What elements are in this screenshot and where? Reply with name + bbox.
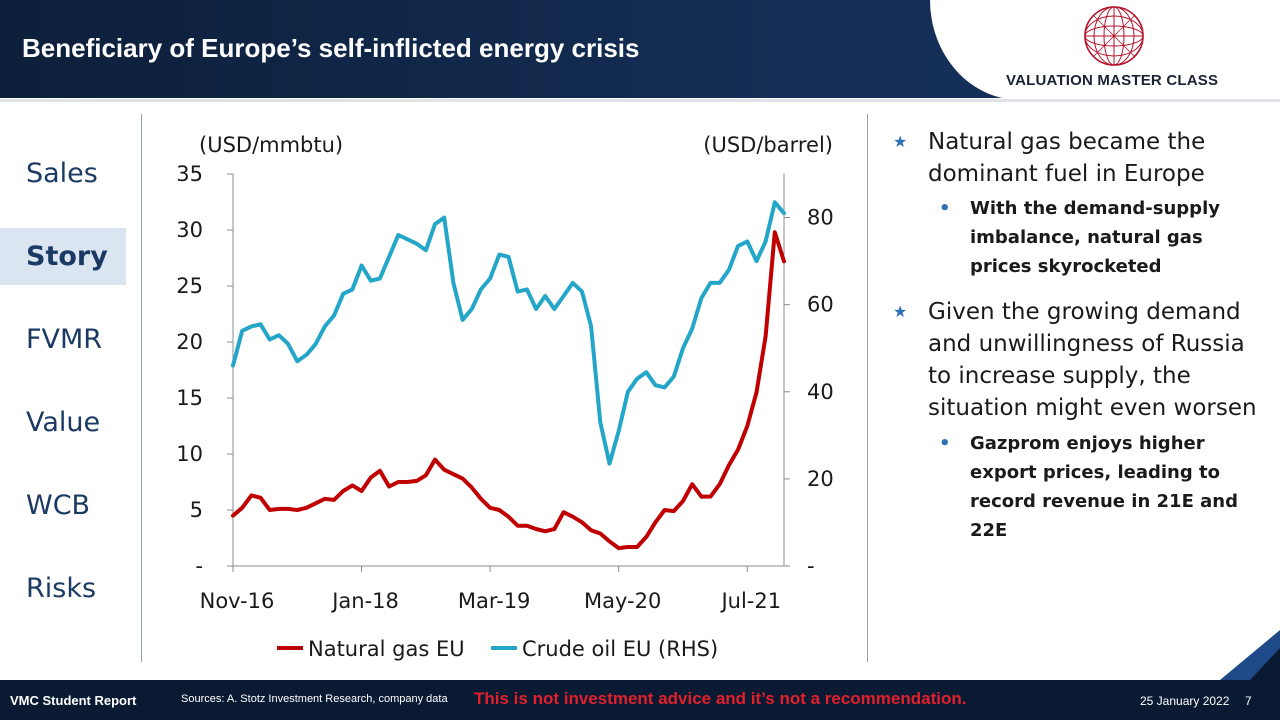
series-line-crude-oil [231,200,786,466]
bullet-1: ★ Natural gas became the dominant fuel i… [893,126,1263,190]
footer-sources: Sources: A. Stotz Investment Research, c… [181,693,448,705]
nav-item-fvmr[interactable]: FVMR [26,324,103,355]
left-tick-label: 35 [176,162,203,186]
x-tick-label: Nov-16 [200,589,275,613]
nav-item-wcb[interactable]: WCB [26,490,91,521]
bullet-dot-icon: • [939,433,951,454]
page-title: Beneficiary of Europe’s self-inflicted e… [22,33,640,63]
left-tick-label: 5 [190,498,203,522]
right-tick-label: - [807,554,815,578]
left-tick-label: 10 [176,442,203,466]
left-tick-label: 25 [176,274,203,298]
nav-item-sales[interactable]: Sales [26,158,98,189]
right-tick-label: 20 [807,467,834,491]
left-tick-label: 20 [176,330,203,354]
globe-icon [1084,6,1144,66]
footer-corner-decoration [1220,630,1280,680]
header-divider [0,99,1280,102]
nav-item-risks[interactable]: Risks [26,573,97,604]
right-tick-label: 80 [807,206,834,230]
left-tick-label: - [195,554,203,578]
chart-axes: - 5 10 15 20 25 30 35 - 20 40 60 80 Nov-16 Jan-18 Mar-1… [176,162,833,613]
right-tick-label: 60 [807,293,834,317]
legend-label-crude-oil: Crude oil EU (RHS) [522,637,718,661]
star-icon: ★ [893,132,908,151]
bullet-2: ★ Given the growing demand and unwilling… [893,296,1263,424]
chart-series [231,200,786,551]
x-tick-label: Mar-19 [458,589,531,613]
bullet-1-text: Natural gas became the dominant fuel in … [928,129,1206,187]
footer-bar [0,680,1280,720]
left-tick-label: 30 [176,218,203,242]
right-axis-unit: (USD/barrel) [703,133,833,157]
footer-disclaimer: This is not investment advice and it’s n… [474,689,967,708]
chart-divider [867,114,868,662]
x-tick-label: Jan-18 [330,589,399,613]
nav-item-value[interactable]: Value [26,407,101,438]
logo-panel [930,0,1280,100]
footer-date: 25 January 2022 [1140,694,1230,708]
footer-page-number: 7 [1245,694,1252,708]
x-tick-label: May-20 [584,589,661,613]
bullet-2-sub-text: Gazprom enjoys higher export prices, lea… [970,433,1238,541]
x-tick-label: Jul-21 [719,589,781,613]
left-tick-label: 15 [176,386,203,410]
nav-divider [141,114,142,662]
footer-report-name: VMC Student Report [10,693,137,708]
legend-label-natural-gas: Natural gas EU [308,637,465,661]
bullet-2-sub: • Gazprom enjoys higher export prices, l… [893,429,1263,545]
star-icon: ★ [893,302,908,321]
right-tick-label: 40 [807,380,834,404]
left-axis-unit: (USD/mmbtu) [199,133,343,157]
bullet-dot-icon: • [939,198,951,219]
chart-legend: Natural gas EU Crude oil EU (RHS) [277,637,718,661]
bullet-1-sub-text: With the demand-supply imbalance, natura… [970,198,1220,277]
bullet-1-sub: • With the demand-supply imbalance, natu… [893,194,1263,281]
energy-price-chart: (USD/mmbtu) (USD/barrel) -5101520253035-… [176,133,833,661]
nav-item-story[interactable]: Story [0,228,126,285]
logo-text: VALUATION MASTER CLASS [1006,72,1219,89]
bullet-2-text: Given the growing demand and unwillingne… [928,299,1257,421]
series-line-natural-gas [231,230,786,551]
